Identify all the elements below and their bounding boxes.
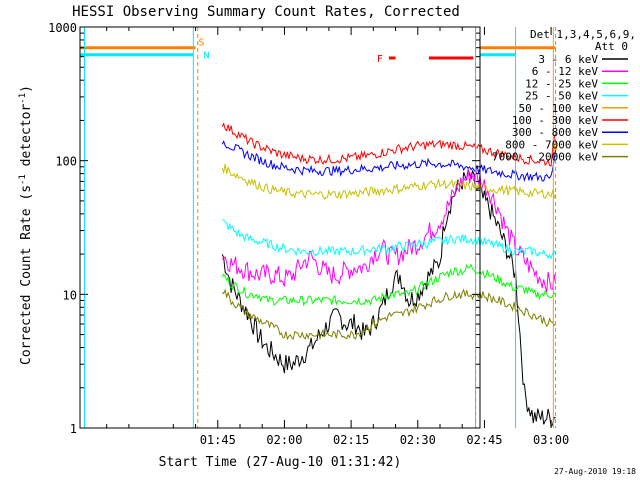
axes: 01:45 02:00 02:15 02:30 02:45 03:00 1 10 100 1000 (48, 21, 569, 447)
y-axis-label: Corrected Count Rate (s-1 detector-1) (18, 85, 34, 365)
legend-label-2: 6 - 12 keV (532, 65, 599, 78)
x-tick-label-2: 02:00 (266, 433, 302, 447)
legend-label-5: 50 - 100 keV (519, 102, 599, 115)
series-line-9 (221, 288, 556, 341)
legend-label-6: 100 - 300 keV (512, 114, 598, 127)
x-tick-label-3: 02:15 (333, 433, 369, 447)
series-layer (221, 27, 558, 428)
plot-frame (79, 26, 481, 429)
series-line-4 (222, 219, 557, 261)
y-tick-label-1: 1 (70, 422, 77, 436)
legend-label-9: 7000 - 20000 keV (492, 151, 598, 164)
observing-bars: SN F (80, 27, 557, 428)
x-tick-label-6: 03:00 (533, 433, 569, 447)
x-tick-label-5: 02:45 (466, 433, 502, 447)
y-tick-label-3: 100 (55, 155, 77, 169)
series-line-2 (221, 168, 557, 293)
legend-label-7: 300 - 800 keV (512, 126, 598, 139)
y-tick-label-4: 1000 (48, 21, 77, 35)
timestamp: 27-Aug-2010 19:18 (554, 467, 636, 476)
x-tick-label-1: 01:45 (200, 433, 236, 447)
legend-header-1: Det 1,3,4,5,6,9, (530, 28, 636, 41)
legend-label-3: 12 - 25 keV (525, 77, 598, 90)
x-tick-label-4: 02:30 (400, 433, 436, 447)
legend-label-8: 800 - 7000 keV (505, 138, 598, 151)
series-line-1 (221, 169, 556, 428)
series-line-6 (221, 122, 557, 167)
series-line-3 (221, 263, 556, 307)
legend-label-1: 3 - 6 keV (538, 53, 598, 66)
y-tick-label-2: 10 (63, 288, 77, 302)
x-axis-label: Start Time (27-Aug-10 01:31:42) (159, 455, 402, 470)
night-label: N (204, 51, 210, 62)
legend-header-2: Att 0 (595, 40, 628, 53)
series-line-8 (221, 163, 557, 200)
series-line-7 (221, 140, 557, 182)
flare-label: F (377, 54, 383, 65)
legend-label-4: 25 - 50 keV (525, 90, 598, 103)
saa-label: S (199, 38, 205, 49)
chart-title: HESSI Observing Summary Count Rates, Cor… (72, 4, 460, 20)
